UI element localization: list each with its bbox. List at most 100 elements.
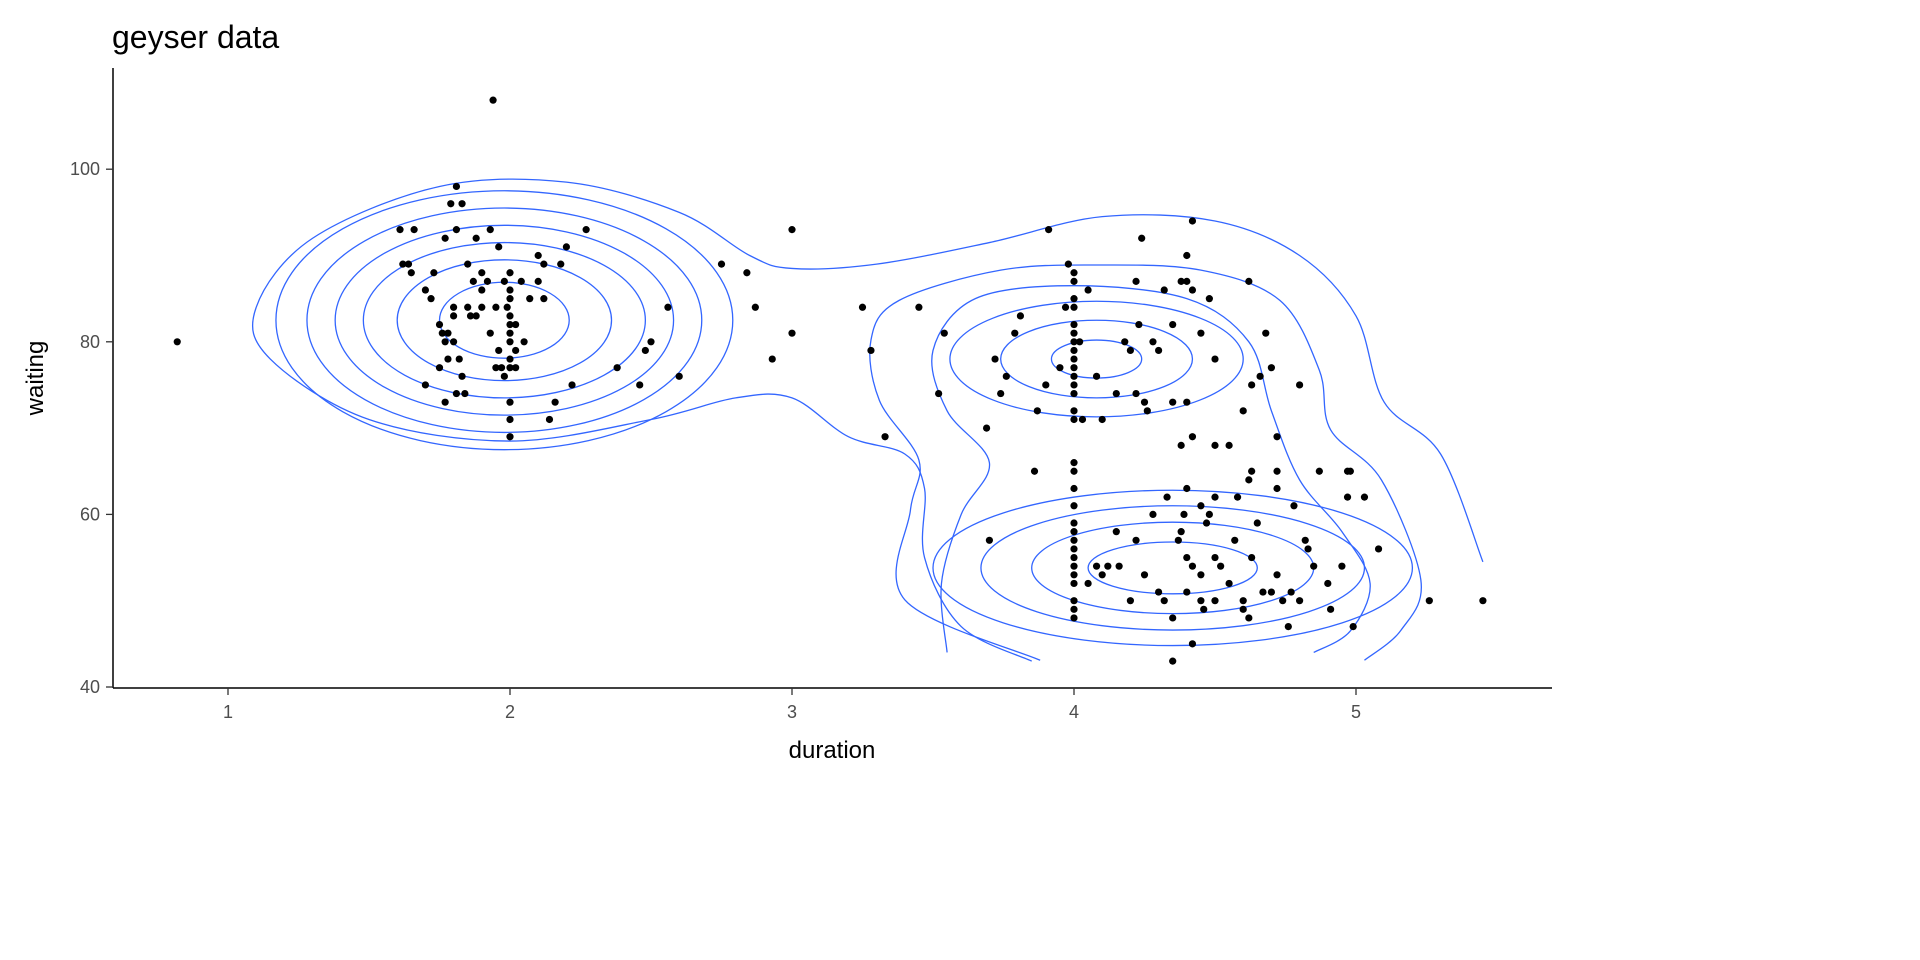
data-point [1155, 588, 1163, 596]
data-point [435, 364, 444, 372]
data-point [1092, 372, 1101, 380]
data-point [1070, 605, 1078, 613]
data-point [435, 320, 444, 329]
data-point [1011, 329, 1019, 337]
data-point [1296, 381, 1304, 389]
data-point [1177, 441, 1185, 449]
data-point [647, 338, 655, 346]
data-point [450, 312, 458, 320]
data-point [1045, 226, 1053, 234]
data-point [1425, 597, 1433, 605]
contour-line [438, 281, 570, 359]
data-point [1239, 597, 1247, 605]
data-point [1245, 614, 1253, 622]
data-point [768, 355, 776, 363]
x-tick-label: 1 [223, 702, 233, 722]
data-point [396, 226, 404, 234]
x-ticks: 1 2 3 4 5 [223, 688, 1361, 722]
data-point [455, 355, 463, 363]
data-point [1070, 484, 1078, 493]
y-tick-label: 100 [70, 159, 100, 179]
chart-title: geyser data [112, 19, 279, 55]
data-point [503, 303, 511, 311]
data-point [1324, 579, 1332, 588]
data-point [506, 269, 514, 277]
data-point [1132, 389, 1140, 398]
data-point [1078, 415, 1087, 424]
data-point [1169, 398, 1177, 406]
data-point [1070, 467, 1078, 475]
data-point [1061, 303, 1070, 311]
data-point [1070, 614, 1078, 622]
data-point [1064, 260, 1072, 268]
data-point [1273, 467, 1281, 475]
data-point [1149, 510, 1157, 518]
data-point [506, 355, 514, 363]
data-point [1188, 433, 1197, 441]
data-point [1200, 605, 1208, 613]
data-point [1343, 493, 1352, 501]
data-point [1211, 597, 1219, 605]
data-point [495, 243, 503, 251]
data-point [1140, 571, 1149, 579]
data-point [458, 372, 466, 380]
data-point [1211, 441, 1219, 449]
contour-line [251, 178, 1484, 662]
data-point [1070, 571, 1078, 579]
data-point [472, 312, 480, 320]
data-point [1143, 407, 1151, 415]
data-point [1070, 295, 1078, 303]
data-point [1169, 657, 1177, 665]
data-point [489, 96, 497, 104]
data-point [1211, 355, 1219, 363]
data-point [1273, 571, 1281, 579]
data-point [1315, 467, 1323, 475]
data-point [506, 415, 514, 424]
data-point [1070, 597, 1078, 605]
data-point [520, 338, 528, 346]
data-point [1070, 381, 1078, 389]
data-point [1310, 562, 1318, 570]
data-point [1070, 459, 1078, 467]
data-point [1188, 640, 1197, 648]
y-tick-label: 60 [80, 504, 100, 524]
data-point [534, 251, 542, 260]
data-point [1070, 346, 1078, 355]
density-contours [251, 178, 1484, 662]
data-point [1070, 277, 1078, 285]
data-point [430, 269, 438, 277]
data-point [1197, 329, 1205, 337]
data-point [1245, 476, 1253, 484]
data-point [1121, 338, 1129, 346]
data-point [1002, 372, 1010, 380]
data-point [512, 320, 520, 329]
data-point [506, 329, 514, 337]
data-point [1084, 286, 1092, 294]
data-point [1070, 269, 1078, 277]
y-axis-title: waiting [22, 341, 49, 417]
data-point [1042, 381, 1050, 389]
data-point [526, 295, 534, 303]
data-point [1225, 579, 1233, 588]
data-point [464, 303, 472, 311]
data-point [1248, 553, 1256, 562]
data-point [1169, 320, 1177, 329]
contour-line [334, 224, 675, 416]
data-point [717, 260, 726, 268]
data-point [1070, 389, 1078, 398]
data-point [1092, 562, 1101, 570]
data-point [1112, 389, 1120, 398]
data-point [881, 433, 889, 441]
data-point [441, 338, 449, 346]
contour-line [1087, 541, 1258, 595]
data-point [1177, 277, 1185, 285]
data-point [743, 269, 751, 277]
data-point [486, 226, 494, 234]
data-point [517, 277, 525, 285]
contour-line [1000, 319, 1194, 399]
data-point [540, 260, 548, 268]
data-point [1104, 562, 1112, 570]
data-point [506, 338, 514, 346]
data-point [1183, 398, 1191, 406]
data-point [1070, 519, 1078, 527]
